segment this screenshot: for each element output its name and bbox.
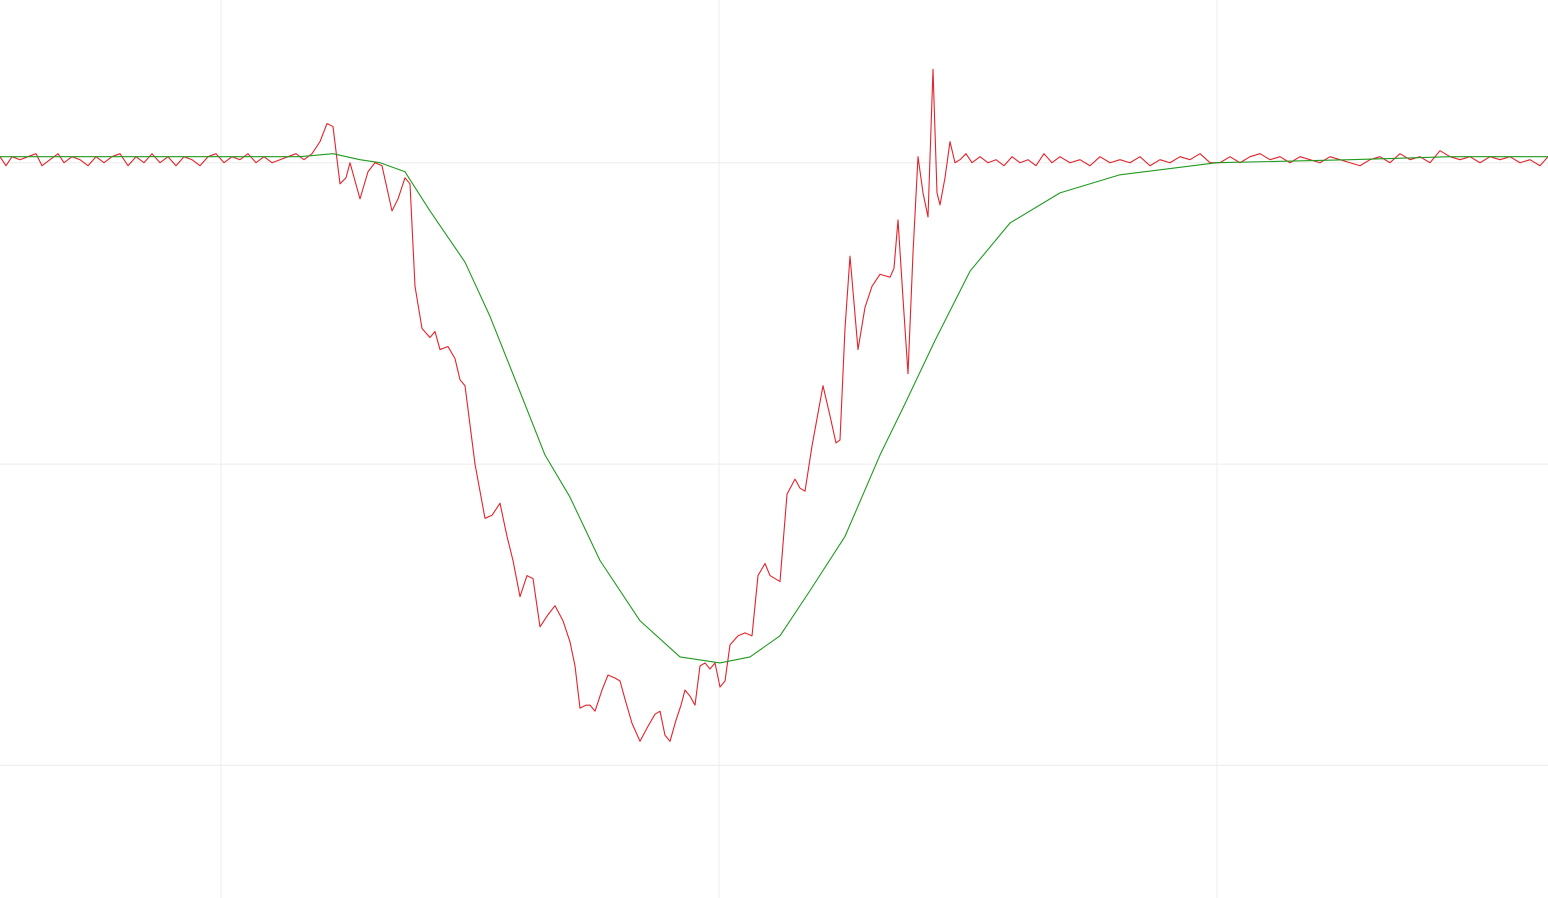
line-series — [0, 68, 1548, 742]
line-series — [0, 153, 1548, 664]
